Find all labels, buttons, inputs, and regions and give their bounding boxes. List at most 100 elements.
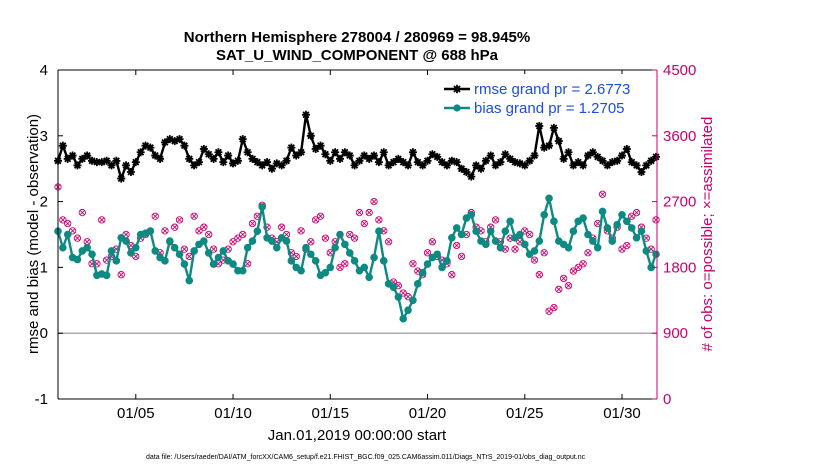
obs-point — [316, 212, 325, 220]
obs-point — [297, 227, 305, 235]
rmse-marker-glyph — [506, 154, 515, 163]
bias-series-line — [56, 197, 658, 320]
obs-assimilated-marker — [186, 253, 192, 260]
bias-marker — [404, 306, 412, 314]
rmse-marker-glyph — [224, 151, 233, 160]
obs-assimilated-marker — [561, 275, 567, 281]
rmse-marker-glyph — [515, 159, 524, 168]
obs-point — [312, 216, 320, 224]
bias-marker — [613, 220, 621, 229]
rmse-marker-glyph — [68, 151, 77, 160]
obs-point — [632, 208, 641, 217]
obs-possible-marker — [78, 208, 86, 217]
rmse-marker — [462, 167, 471, 176]
obs-point — [346, 230, 354, 239]
bias-marker — [204, 249, 213, 257]
obs-possible-marker — [365, 208, 373, 217]
rmse-marker-glyph — [88, 156, 97, 165]
obs-possible-marker — [399, 289, 407, 297]
bias-marker — [375, 227, 383, 236]
obs-point — [234, 234, 242, 242]
obs-assimilated-marker — [322, 235, 329, 241]
rmse-marker — [160, 138, 169, 147]
bias-marker — [83, 243, 91, 252]
rmse-marker — [170, 137, 179, 146]
rmse-marker — [472, 161, 481, 170]
rmse-marker — [311, 144, 320, 153]
obs-assimilated-marker — [624, 242, 630, 249]
rmse-marker-glyph — [408, 148, 417, 157]
bias-marker — [209, 260, 218, 268]
bias-marker — [501, 227, 510, 236]
rmse-marker-glyph — [501, 150, 510, 159]
rmse-marker-glyph — [194, 158, 203, 167]
obs-assimilated-marker — [84, 239, 90, 245]
obs-point — [239, 230, 247, 239]
rmse-marker-glyph — [476, 164, 485, 173]
obs-possible-marker — [350, 234, 359, 242]
rmse-marker-glyph — [340, 148, 349, 157]
rmse-marker-glyph — [457, 164, 466, 173]
rmse-marker — [506, 154, 515, 163]
bias-marker — [545, 194, 553, 203]
rmse-marker — [476, 164, 485, 173]
obs-assimilated-marker — [424, 250, 431, 256]
x-tick-label: 01/10 — [214, 405, 252, 422]
y-left-tick-label: 0 — [40, 325, 48, 342]
x-tick-label: 01/25 — [506, 405, 544, 422]
rmse-marker — [97, 158, 106, 167]
bias-marker — [63, 230, 72, 239]
obs-possible-marker — [404, 292, 412, 301]
rmse-marker — [457, 164, 466, 173]
rmse-marker-glyph — [287, 143, 296, 152]
obs-assimilated-marker — [356, 209, 363, 216]
rmse-marker — [481, 156, 490, 165]
obs-point — [525, 230, 534, 239]
obs-assimilated-marker — [570, 268, 576, 274]
obs-assimilated-marker — [235, 235, 241, 241]
rmse-marker — [180, 141, 189, 150]
bias-marker — [452, 224, 461, 232]
rmse-marker — [399, 158, 408, 167]
rmse-marker-glyph — [365, 154, 374, 163]
rmse-marker — [608, 158, 617, 167]
rmse-marker — [360, 151, 369, 160]
rmse-marker — [511, 158, 520, 167]
obs-possible-marker — [535, 271, 543, 279]
rmse-marker-glyph — [131, 158, 140, 167]
obs-point — [384, 238, 393, 246]
y-left-tick-label: -1 — [35, 391, 48, 408]
bias-marker — [272, 243, 281, 252]
legend-box — [438, 74, 638, 118]
rmse-marker-glyph — [117, 174, 126, 183]
obs-assimilated-marker — [565, 283, 572, 289]
bias-marker — [423, 260, 432, 268]
bias-marker — [321, 268, 330, 277]
rmse-marker-glyph — [370, 151, 379, 160]
obs-assimilated-marker — [585, 250, 591, 256]
rmse-marker-glyph — [588, 148, 597, 157]
rmse-marker — [345, 151, 354, 160]
obs-point — [535, 271, 543, 279]
obs-point — [59, 216, 67, 224]
obs-point — [569, 267, 578, 275]
obs-point — [598, 190, 607, 198]
bias-marker — [418, 268, 427, 277]
obs-assimilated-marker — [298, 228, 304, 234]
rmse-marker — [224, 151, 233, 160]
rmse-marker-glyph — [107, 161, 116, 170]
rmse-marker — [365, 154, 374, 163]
rmse-marker-glyph — [97, 158, 106, 167]
obs-point — [336, 263, 344, 272]
bias-marker — [326, 263, 335, 272]
bias-marker — [530, 247, 539, 255]
bias-marker — [584, 230, 592, 239]
obs-assimilated-marker — [512, 246, 518, 252]
rmse-marker-glyph — [58, 141, 67, 150]
obs-point — [574, 263, 582, 272]
obs-point — [399, 289, 407, 297]
obs-assimilated-marker — [206, 231, 212, 238]
bias-marker — [200, 237, 208, 245]
rmse-marker-glyph — [263, 158, 272, 167]
obs-possible-marker — [307, 238, 315, 246]
